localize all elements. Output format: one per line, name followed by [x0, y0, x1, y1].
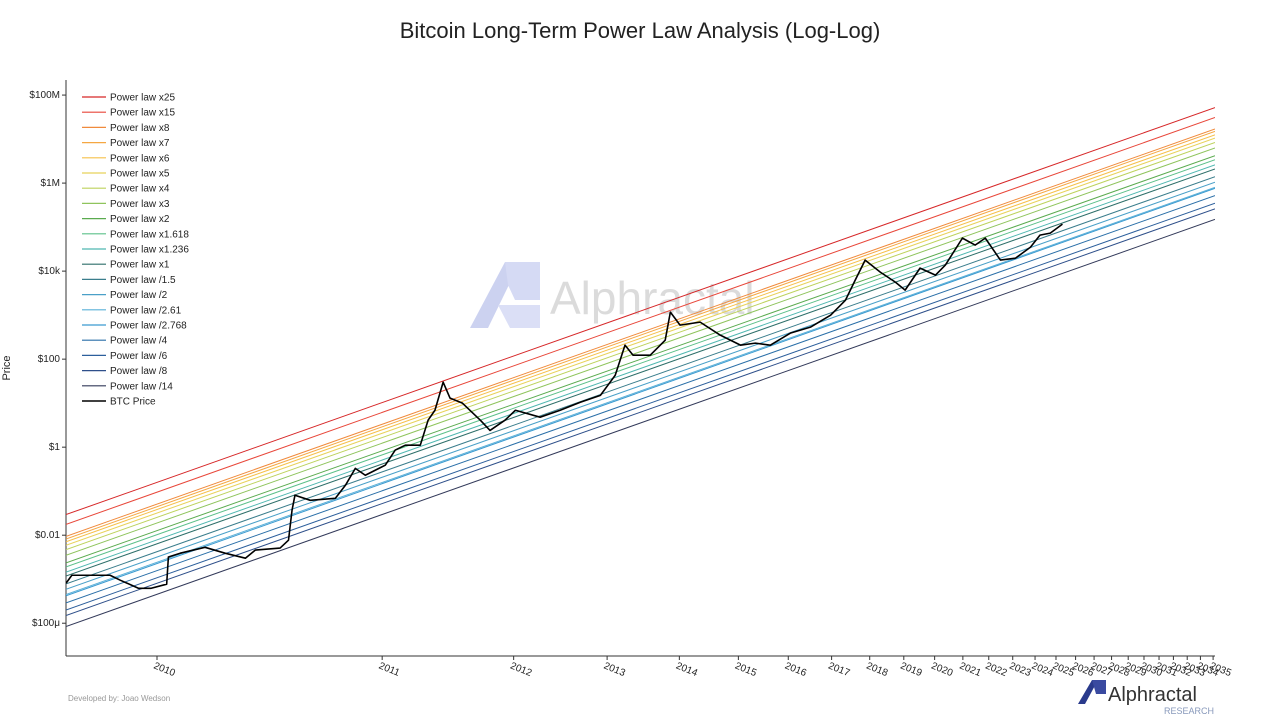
legend-label: BTC Price: [110, 397, 156, 408]
x-tick-label: 2018: [865, 661, 890, 680]
power-law-line: [66, 218, 1215, 628]
watermark-logo: [470, 262, 520, 328]
y-tick-label: $0.01: [35, 530, 60, 541]
power-law-line: [66, 128, 1215, 537]
watermark: Alphractal: [470, 262, 755, 328]
watermark-text: Alphractal: [550, 272, 755, 324]
x-tick-label: 2022: [984, 661, 1009, 680]
x-tick-label: 2014: [674, 661, 699, 680]
x-tick-label: 2015: [733, 661, 758, 680]
x-tick-label: 2011: [377, 661, 401, 679]
x-tick-label: 2010: [152, 661, 177, 680]
legend: Power law x25 Power law x15 Power law x8 Po…: [82, 93, 189, 408]
power-law-line: [66, 116, 1215, 525]
credit: Developed by: Joao Wedson: [68, 694, 170, 703]
power-law-line: [66, 176, 1215, 585]
power-law-line: [66, 159, 1215, 568]
power-law-line: [66, 155, 1215, 564]
watermark-logo: [498, 305, 540, 328]
x-tick-label: 2023: [1008, 661, 1033, 680]
legend-label: Power law x7: [110, 138, 170, 149]
legend-label: Power law x1.618: [110, 229, 189, 240]
legend-label: Power law /2.768: [110, 321, 187, 332]
legend-label: Power law x8: [110, 123, 170, 134]
legend-label: Power law /2.61: [110, 305, 182, 316]
brand: Alphractal RESEARCH: [1078, 680, 1214, 716]
brand-sub: RESEARCH: [1164, 706, 1214, 716]
power-law-line: [66, 208, 1215, 616]
price-line: [66, 223, 1063, 590]
legend-label: Power law /1.5: [110, 275, 176, 286]
power-law-line: [66, 164, 1215, 573]
legend-label: Power law x6: [110, 153, 170, 164]
power-law-line: [66, 202, 1215, 611]
power-law-line: [66, 187, 1215, 597]
y-tick-label: $10k: [38, 266, 61, 277]
legend-label: Power law x1.236: [110, 245, 189, 256]
x-tick-label: 2021: [958, 661, 983, 680]
y-axis-label: Price: [1, 355, 13, 380]
legend-label: Power law x4: [110, 184, 170, 195]
power-law-line: [66, 141, 1215, 551]
chart-title: Bitcoin Long-Term Power Law Analysis (Lo…: [400, 18, 881, 43]
x-tick-label: 2020: [930, 661, 955, 680]
power-law-line: [66, 134, 1215, 543]
x-tick-label: 2013: [602, 661, 627, 680]
watermark-logo: [505, 262, 540, 300]
power-law-line: [66, 137, 1215, 546]
power-law-line: [66, 186, 1215, 595]
legend-label: Power law /14: [110, 381, 173, 392]
brand-name: Alphractal: [1108, 684, 1197, 706]
legend-label: Power law x1: [110, 260, 170, 271]
power-law-line: [66, 107, 1215, 516]
legend-label: Power law x2: [110, 214, 170, 225]
x-tick-label: 2016: [783, 661, 808, 680]
y-tick-label: $1: [49, 442, 61, 453]
legend-label: Power law x5: [110, 169, 170, 180]
plot-area: [66, 107, 1215, 628]
power-law-line: [66, 195, 1215, 604]
legend-label: Power law x15: [110, 108, 175, 119]
legend-label: Power law /2: [110, 290, 168, 301]
power-law-line: [66, 181, 1215, 590]
legend-label: Power law /4: [110, 336, 168, 347]
y-tick-label: $100μ: [32, 618, 60, 629]
legend-label: Power law /8: [110, 366, 168, 377]
power-law-line: [66, 147, 1215, 556]
legend-label: Power law x3: [110, 199, 170, 210]
legend-label: Power law /6: [110, 351, 168, 362]
power-law-line: [66, 168, 1215, 577]
y-tick-label: $1M: [41, 178, 60, 189]
power-law-line: [66, 130, 1215, 540]
x-tick-label: 2017: [826, 661, 851, 680]
brand-logo: [1092, 680, 1106, 694]
legend-label: Power law x25: [110, 93, 175, 104]
y-tick-label: $100M: [29, 90, 60, 101]
y-tick-label: $100: [38, 354, 61, 365]
brand-logo: [1078, 680, 1098, 704]
x-tick-label: 2012: [509, 661, 534, 680]
x-tick-label: 2019: [899, 661, 924, 680]
